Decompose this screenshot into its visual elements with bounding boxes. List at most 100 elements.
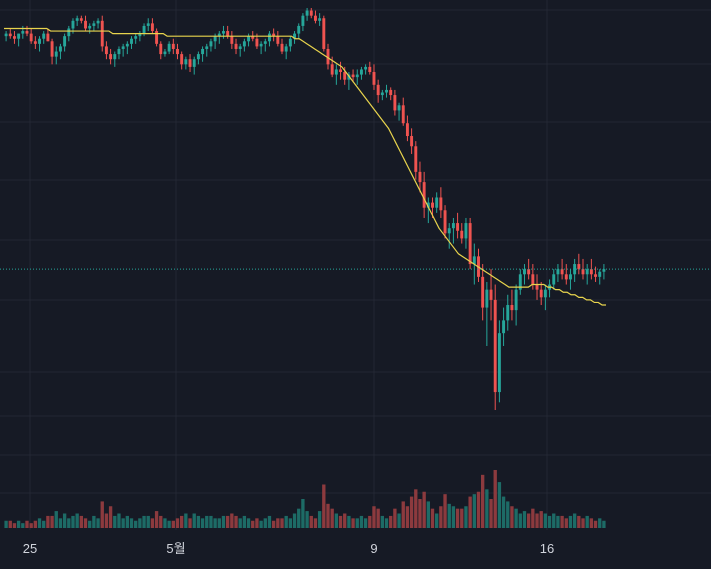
candle-body	[50, 41, 54, 57]
volume-bar	[355, 518, 359, 528]
candle-body	[318, 18, 322, 21]
volume-bar	[251, 520, 255, 528]
volume-bar	[163, 518, 167, 528]
candle-body	[405, 123, 409, 137]
volume-bar	[180, 515, 184, 528]
candle-body	[364, 66, 368, 70]
volume-bar	[460, 508, 464, 528]
volume-bar	[418, 499, 422, 528]
volume-bar	[393, 508, 397, 528]
volume-bar	[464, 506, 468, 528]
candle-body	[602, 269, 606, 272]
candle-body	[497, 333, 501, 393]
candle-body	[121, 46, 125, 49]
candle-body	[201, 48, 205, 55]
candle-body	[88, 25, 92, 29]
volume-bar	[221, 515, 226, 528]
volume-bar	[577, 515, 581, 528]
candle-body	[510, 305, 514, 311]
volume-bar	[531, 508, 535, 528]
volume-bar	[100, 501, 104, 528]
candle-body	[276, 36, 280, 44]
candle-body	[100, 20, 104, 47]
candle-body	[17, 33, 21, 39]
candle-body	[58, 46, 62, 52]
candle-body	[527, 269, 531, 275]
candle-body	[523, 269, 526, 275]
candle-body	[351, 74, 355, 78]
volume-bar	[443, 494, 447, 528]
candle-body	[598, 271, 602, 277]
volume-bar	[242, 515, 247, 528]
candle-body	[21, 31, 25, 34]
volume-bar	[150, 518, 155, 528]
volume-bar	[368, 515, 372, 528]
grid	[0, 0, 711, 530]
candle-body	[410, 136, 414, 147]
candle-body	[272, 33, 276, 37]
candle-body	[581, 269, 585, 275]
candle-body	[230, 36, 234, 44]
candle-body	[577, 264, 581, 270]
candle-body	[569, 274, 572, 280]
volume-bar	[476, 491, 481, 528]
volume-bar	[514, 508, 518, 528]
candle-body	[234, 43, 238, 49]
candle-body	[25, 31, 29, 34]
candle-body	[564, 274, 568, 280]
candle-body	[242, 41, 246, 47]
candle-body	[188, 59, 192, 67]
candle-body	[293, 33, 297, 39]
candle-body	[493, 299, 497, 393]
volume-bar	[246, 518, 251, 528]
candle-body	[142, 25, 146, 34]
x-tick-label: 5월	[166, 541, 185, 556]
candles	[4, 8, 606, 410]
candle-body	[456, 223, 460, 231]
candle-body	[489, 289, 493, 300]
volume-bar	[46, 515, 50, 528]
candle-body	[54, 51, 58, 57]
candle-body	[46, 33, 50, 42]
volume-bar	[401, 501, 405, 528]
ma-short-line	[4, 27, 606, 306]
candle-body	[309, 10, 313, 16]
volume-bar	[414, 489, 418, 528]
candle-body	[146, 23, 150, 26]
volume-bar	[284, 515, 288, 528]
candle-body	[67, 28, 71, 37]
volume-bar	[21, 523, 25, 528]
volume-bar	[225, 515, 230, 528]
candle-body	[447, 228, 451, 234]
volume-bar	[25, 520, 29, 528]
volume-bar	[426, 501, 430, 528]
candle-body	[84, 20, 87, 29]
volume-bar	[12, 523, 17, 528]
candle-body	[71, 20, 75, 29]
volume-bar	[330, 508, 334, 528]
volume-bar	[435, 513, 439, 528]
volume-bar	[389, 515, 393, 528]
volume-bar	[313, 518, 318, 528]
volume-bar	[71, 515, 75, 528]
candle-body	[376, 84, 380, 96]
candle-body	[159, 43, 163, 55]
candle-body	[460, 230, 464, 239]
volume-bar	[255, 518, 259, 528]
candle-body	[96, 20, 100, 24]
volume-bar	[271, 520, 276, 528]
volume-bar	[493, 470, 497, 528]
candle-body	[422, 182, 426, 208]
candle-body	[167, 43, 171, 52]
candle-body	[130, 38, 133, 44]
volume-bar	[455, 508, 460, 528]
volume-bar	[280, 518, 284, 528]
volume-bar	[196, 515, 201, 528]
volume-bar	[585, 515, 589, 528]
volume-bar	[372, 506, 376, 528]
volume-bar	[501, 496, 506, 528]
candle-body	[359, 69, 363, 75]
volume-bar	[267, 515, 272, 528]
volume-bar	[481, 474, 485, 528]
